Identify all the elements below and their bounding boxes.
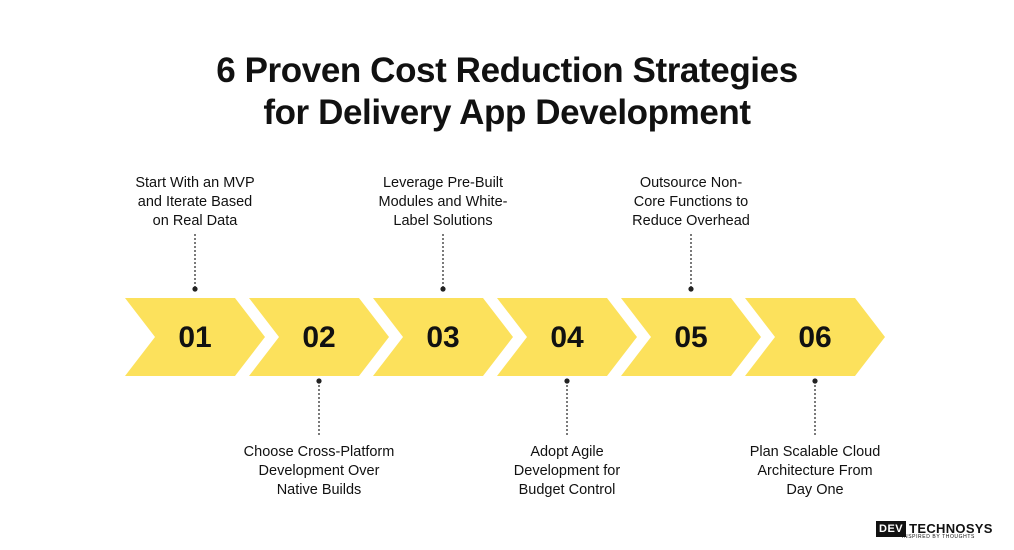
logo-name: TECHNOSYS: [909, 521, 993, 536]
connector-dot-03: [440, 286, 446, 292]
step-label-line: Core Functions to: [633, 194, 749, 210]
step-label-02: Choose Cross-Platform Development Over Nat…: [224, 443, 414, 500]
step-number-02: 02: [302, 321, 336, 354]
step-number-05: 05: [674, 321, 708, 354]
step-label-line: Adopt Agile: [530, 444, 604, 460]
step-label-line: Native Builds: [276, 482, 362, 498]
step-label-03: Leverage Pre-Built Modules and White- Labe…: [348, 174, 538, 231]
page-title: 6 Proven Cost Reduction Strategies for D…: [0, 50, 1014, 134]
step-label-line: Architecture From: [757, 463, 873, 479]
step-label-line: Choose Cross-Platform: [243, 444, 395, 460]
step-label-06: Plan Scalable Cloud Architecture From Day …: [720, 443, 910, 500]
step-label-line: Modules and White-: [378, 194, 508, 210]
step-label-line: and Iterate Based: [137, 194, 253, 210]
step-label-04: Adopt Agile Development for Budget Control: [472, 443, 662, 500]
chevron-step-03: [373, 298, 513, 376]
step-label-line: Start With an MVP: [135, 175, 255, 191]
title-line-2: for Delivery App Development: [263, 93, 751, 132]
connector-dot-05: [688, 286, 694, 292]
step-label-line: Development Over: [258, 463, 380, 479]
step-label-line: Label Solutions: [393, 213, 493, 229]
step-number-01: 01: [178, 321, 212, 354]
chevron-step-04: [497, 298, 637, 376]
chevron-step-02: [249, 298, 389, 376]
step-label-line: Development for: [513, 463, 621, 479]
chevron-step-01: [125, 298, 265, 376]
step-label-line: Plan Scalable Cloud: [749, 444, 881, 460]
connector-dot-02: [316, 378, 322, 384]
step-label-line: Outsource Non-: [639, 175, 743, 191]
chevron-step-05: [621, 298, 761, 376]
title-line-1: 6 Proven Cost Reduction Strategies: [216, 51, 798, 90]
logo-tagline: INSPIRED BY THOUGHTS: [902, 534, 975, 540]
connector-dot-01: [192, 286, 198, 292]
step-number-06: 06: [798, 321, 832, 354]
logo-mark: DEV: [876, 521, 907, 537]
step-label-line: Reduce Overhead: [632, 213, 750, 229]
connector-dot-04: [564, 378, 570, 384]
step-label-line: on Real Data: [152, 213, 238, 229]
connector-dot-06: [812, 378, 818, 384]
step-label-05: Outsource Non- Core Functions to Reduce Ov…: [596, 174, 786, 231]
step-number-04: 04: [550, 321, 584, 354]
step-label-line: Day One: [786, 482, 844, 498]
step-number-03: 03: [426, 321, 460, 354]
chevron-step-06: [745, 298, 885, 376]
step-label-line: Budget Control: [518, 482, 616, 498]
company-logo: DEV TECHNOSYS INSPIRED BY THOUGHTS: [876, 518, 993, 540]
step-label-line: Leverage Pre-Built: [382, 175, 504, 191]
step-label-01: Start With an MVP and Iterate Based on Rea…: [100, 174, 290, 231]
